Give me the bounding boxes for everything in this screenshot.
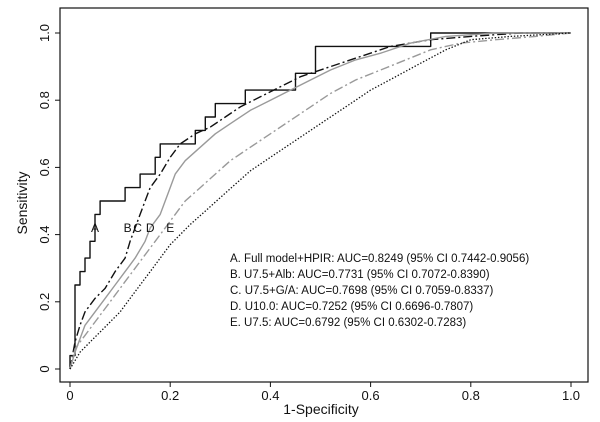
- x-tick-label: 0.4: [261, 388, 279, 403]
- legend-entry-a: A. Full model+HPIR: AUC=0.8249 (95% CI 0…: [230, 253, 529, 265]
- roc-curve-c: [69, 32, 571, 370]
- curve-letter-c: C: [133, 221, 142, 235]
- x-tick-label: 0.6: [362, 388, 380, 403]
- curve-letter-b: B: [124, 221, 132, 235]
- roc-curve-d: [69, 32, 572, 370]
- y-tick-label: 0.4: [37, 226, 52, 244]
- y-tick-label: 0.6: [37, 158, 52, 176]
- y-tick-label: 0.2: [37, 293, 52, 311]
- legend-entry-d: D. U10.0: AUC=0.7252 (95% CI 0.6696-0.78…: [230, 301, 473, 313]
- curves-layer: [69, 32, 572, 370]
- x-tick-label: 0: [66, 388, 73, 403]
- x-tick-label: 1.0: [562, 388, 580, 403]
- x-tick-label: 0.8: [462, 388, 480, 403]
- y-tick-label: 0: [37, 365, 52, 372]
- x-tick-label: 0.2: [161, 388, 179, 403]
- axes-layer: 0 0.2 0.4 0.6 0.8 1.0 0 0.2 0.4 0.6 0.8 1.0: [37, 7, 589, 403]
- legend: A. Full model+HPIR: AUC=0.8249 (95% CI 0…: [230, 253, 529, 329]
- roc-curve-b: [69, 32, 571, 370]
- legend-entry-b: B. U7.5+Alb: AUC=0.7731 (95% CI 0.7072-0…: [230, 269, 490, 281]
- y-tick-label: 1.0: [37, 24, 52, 42]
- curve-letter-e: E: [166, 221, 174, 235]
- y-tick-label: 0.8: [37, 91, 52, 109]
- curve-letter-a: A: [91, 221, 99, 235]
- curve-letter-d: D: [146, 221, 155, 235]
- legend-entry-c: C. U7.5+G/A: AUC=0.7698 (95% CI 0.7059-0…: [230, 285, 494, 297]
- x-axis-title: 1-Specificity: [283, 401, 358, 417]
- roc-curve-a: [69, 32, 571, 369]
- legend-entry-e: E. U7.5: AUC=0.6792 (95% CI 0.6302-0.728…: [230, 317, 466, 329]
- plot-frame: [59, 7, 589, 383]
- roc-curve-e: [69, 32, 572, 370]
- y-axis-title: Sensitivity: [14, 171, 30, 234]
